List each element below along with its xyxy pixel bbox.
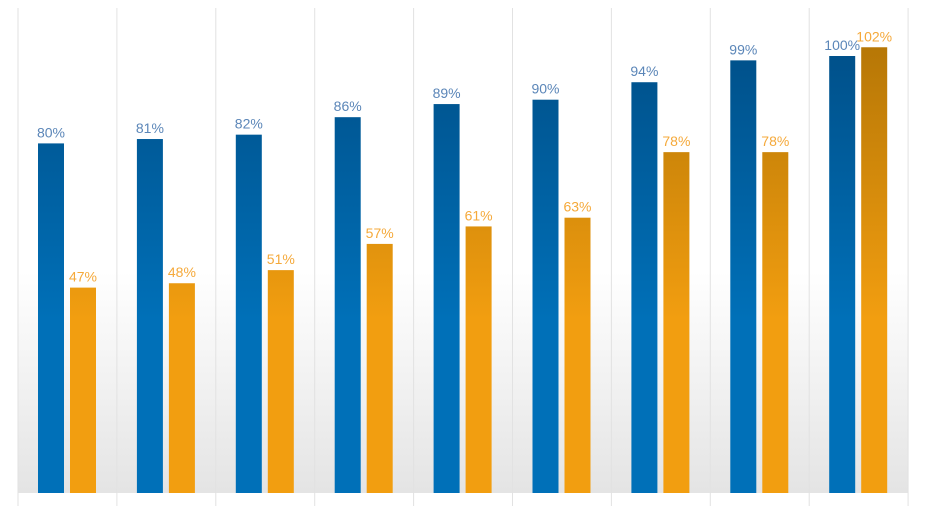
data-label-series-a-6: 90%	[531, 81, 559, 97]
data-label-series-b-1: 47%	[69, 269, 97, 285]
bar-series-b-1	[70, 287, 96, 493]
plot-background	[18, 0, 908, 493]
data-label-series-b-5: 61%	[465, 207, 493, 223]
data-label-series-b-3: 51%	[267, 251, 295, 267]
data-label-series-b-7: 78%	[662, 133, 690, 149]
data-label-series-a-7: 94%	[630, 63, 658, 79]
data-label-series-b-9: 102%	[856, 28, 892, 44]
bar-series-b-9	[861, 47, 888, 493]
bar-series-a-5	[433, 104, 460, 493]
bar-series-b-6	[564, 217, 591, 493]
data-label-series-a-8: 99%	[729, 41, 757, 57]
bar-series-b-3	[267, 270, 294, 493]
bar-series-a-7	[631, 82, 658, 493]
data-label-series-a-1: 80%	[37, 124, 65, 140]
bar-series-a-1	[38, 143, 64, 493]
bar-series-a-2	[136, 139, 163, 493]
bar-series-b-7	[663, 152, 690, 493]
data-label-series-b-8: 78%	[761, 133, 789, 149]
data-label-series-a-9: 100%	[824, 37, 860, 53]
data-label-series-b-6: 63%	[563, 199, 591, 215]
bar-series-b-8	[762, 152, 789, 493]
data-label-series-b-2: 48%	[168, 264, 196, 280]
data-label-series-a-4: 86%	[334, 98, 362, 114]
bar-series-b-2	[168, 283, 195, 493]
bar-series-a-3	[235, 134, 262, 493]
data-label-series-a-5: 89%	[433, 85, 461, 101]
data-label-series-a-2: 81%	[136, 120, 164, 136]
bar-series-a-9	[829, 56, 856, 493]
data-label-series-b-4: 57%	[366, 225, 394, 241]
bar-series-a-8	[730, 60, 757, 494]
data-label-series-a-3: 82%	[235, 116, 263, 132]
bar-series-b-4	[366, 243, 393, 493]
bar-series-a-4	[334, 117, 361, 494]
bar-series-a-6	[532, 99, 559, 493]
bar-series-b-5	[465, 226, 492, 493]
